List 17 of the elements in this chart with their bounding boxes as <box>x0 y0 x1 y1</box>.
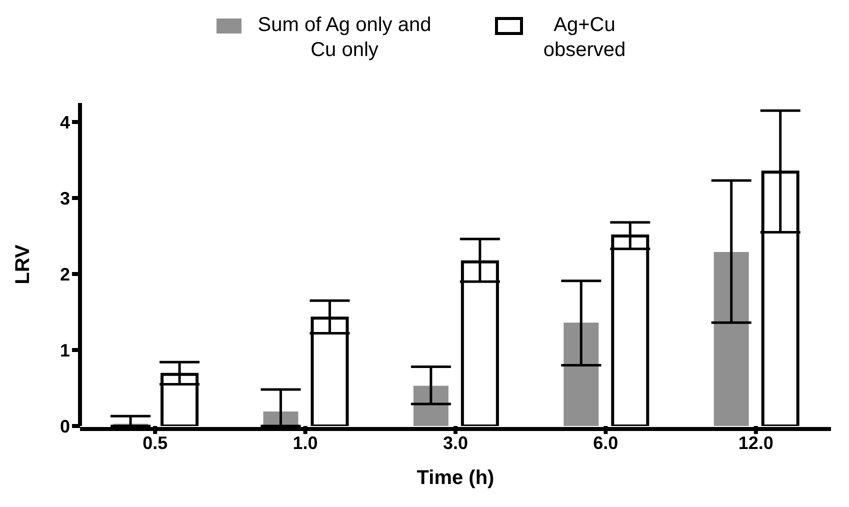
x-tick-label: 1.0 <box>292 432 318 453</box>
legend-label: Sum of Ag only and Cu only <box>256 13 432 63</box>
x-tick-label: 0.5 <box>142 432 168 453</box>
x-axis-title: Time (h) <box>416 467 494 489</box>
x-tick-label: 3.0 <box>442 432 468 453</box>
legend-label: Ag+Cu observed <box>542 13 627 63</box>
y-tick-label: 2 <box>60 264 70 284</box>
bar <box>413 386 448 426</box>
y-tick-label: 0 <box>60 416 70 436</box>
bar <box>714 252 749 426</box>
x-tick-label: 6.0 <box>593 432 618 453</box>
y-tick-label: 1 <box>60 340 70 360</box>
y-axis-title: LRV <box>12 244 34 284</box>
y-tick-label: 3 <box>60 188 70 208</box>
bar <box>564 322 599 426</box>
x-tick-label: 12.0 <box>738 432 774 453</box>
y-tick-label: 4 <box>60 112 70 132</box>
